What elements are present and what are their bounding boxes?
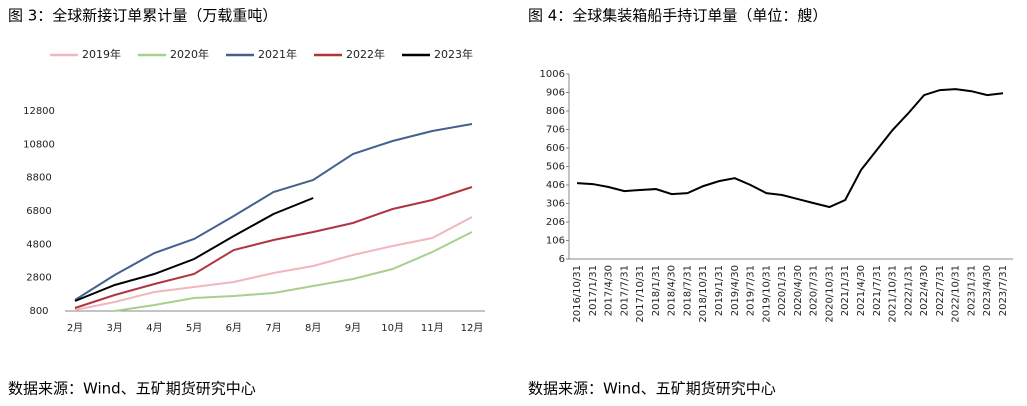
- y-tick-label: 6: [559, 254, 565, 265]
- x-tick-label: 4月: [146, 322, 162, 334]
- x-tick-label: 2017/10/31: [635, 265, 646, 323]
- x-tick-label: 2019/4/30: [730, 265, 741, 316]
- x-tick-label: 2022/10/31: [951, 265, 962, 323]
- y-tick-label: 10800: [23, 139, 55, 150]
- y-tick-label: 800: [29, 306, 48, 317]
- line: [576, 88, 1004, 209]
- x-tick-label: 2018/10/31: [698, 265, 709, 323]
- legend-label: 2020年: [170, 47, 209, 61]
- x-tick-label: 2018/7/31: [682, 265, 693, 316]
- y-tick-label: 12800: [23, 106, 55, 117]
- line: [74, 197, 314, 302]
- x-tick-label: 2021/7/31: [872, 265, 883, 316]
- y-tick-label: 106: [546, 236, 565, 247]
- x-tick-label: 2020/1/31: [777, 265, 788, 316]
- x-tick-label: 2020/10/31: [824, 265, 835, 323]
- x-tick-label: 9月: [345, 322, 361, 334]
- source: 数据来源：Wind、五矿期货研究中心: [8, 380, 256, 398]
- x-tick-label: 2018/4/30: [667, 265, 678, 316]
- x-tick-label: 2020/4/30: [793, 265, 804, 316]
- x-tick-label: 7月: [265, 322, 281, 334]
- x-tick-label: 2017/7/31: [619, 265, 630, 316]
- x-tick-label: 2023/7/31: [998, 265, 1009, 316]
- y-tick-label: 906: [546, 88, 565, 99]
- x-tick-label: 2月: [67, 322, 83, 334]
- chart-title: 图 4：全球集装箱船手持订单量（单位：艘）: [528, 7, 827, 25]
- x-tick-label: 2019/7/31: [746, 265, 757, 316]
- x-tick-label: 6月: [226, 322, 242, 334]
- y-tick-label: 606: [546, 143, 565, 154]
- y-tick-label: 8800: [26, 173, 51, 184]
- x-tick-label: 2023/1/31: [966, 265, 977, 316]
- y-tick-label: 506: [546, 162, 565, 173]
- line: [74, 186, 473, 309]
- x-tick-label: 2018/1/31: [651, 265, 662, 316]
- legend-label: 2021年: [258, 47, 297, 61]
- legend-label: 2022年: [346, 47, 385, 61]
- x-tick-label: 2022/4/30: [919, 265, 930, 316]
- y-tick-label: 806: [546, 106, 565, 117]
- line: [74, 216, 473, 311]
- y-tick-label: 1006: [540, 69, 565, 80]
- x-tick-label: 8月: [305, 322, 321, 334]
- y-tick-label: 6800: [26, 206, 51, 217]
- x-tick-label: 2021/10/31: [888, 265, 899, 323]
- y-tick-label: 706: [546, 125, 565, 136]
- x-tick-label: 2021/1/31: [840, 265, 851, 316]
- x-tick-label: 10月: [381, 322, 404, 334]
- y-tick-label: 406: [546, 180, 565, 191]
- x-tick-label: 2017/4/30: [604, 265, 615, 316]
- x-tick-label: 2022/1/31: [903, 265, 914, 316]
- source: 数据来源：Wind、五矿期货研究中心: [528, 380, 776, 398]
- x-tick-label: 2023/4/30: [982, 265, 993, 316]
- y-tick-label: 306: [546, 199, 565, 210]
- x-tick-label: 12月: [461, 322, 484, 334]
- x-tick-label: 2021/4/30: [856, 265, 867, 316]
- x-tick-label: 3月: [107, 322, 123, 334]
- x-tick-label: 2020/7/31: [809, 265, 820, 316]
- chart-title: 图 3：全球新接订单累计量（万载重吨）: [8, 7, 277, 25]
- legend-label: 2019年: [82, 47, 121, 61]
- line: [114, 231, 473, 312]
- x-tick-label: 2019/1/31: [714, 265, 725, 316]
- x-tick-label: 2022/7/31: [935, 265, 946, 316]
- legend-label: 2023年: [434, 47, 473, 61]
- x-tick-label: 2016/10/31: [572, 265, 583, 323]
- x-tick-label: 11月: [421, 322, 444, 334]
- y-tick-label: 206: [546, 217, 565, 228]
- x-tick-label: 5月: [186, 322, 202, 334]
- line: [74, 123, 473, 301]
- y-tick-label: 4800: [26, 239, 51, 250]
- x-tick-label: 2017/1/31: [588, 265, 599, 316]
- y-tick-label: 2800: [26, 273, 51, 284]
- x-tick-label: 2019/10/31: [761, 265, 772, 323]
